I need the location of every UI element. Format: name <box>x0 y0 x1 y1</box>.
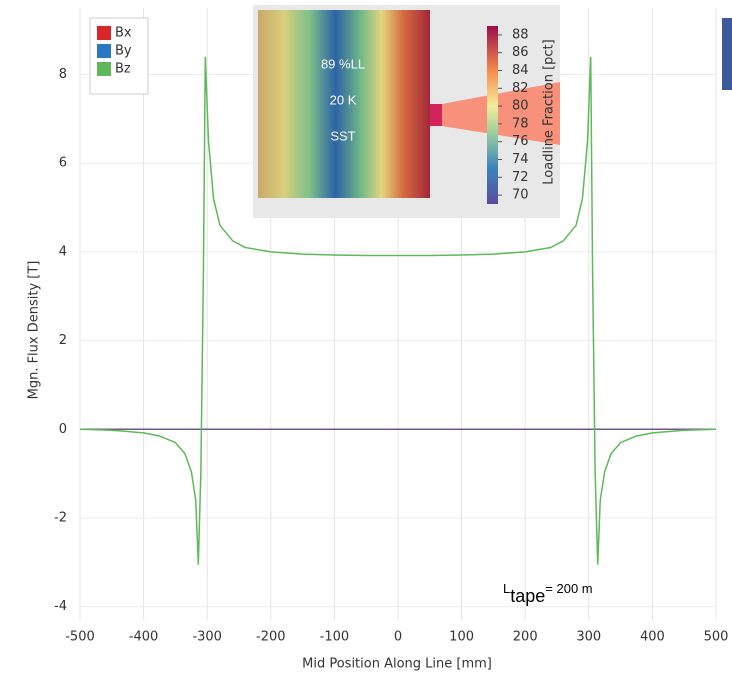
inset-label: 89 %LL <box>321 56 365 71</box>
annotation-part: tape <box>510 586 545 606</box>
x-tick-label: 300 <box>576 630 601 645</box>
annotation-part: L <box>503 581 510 596</box>
y-tick-label: -2 <box>54 511 67 526</box>
y-tick-label: 2 <box>59 333 67 348</box>
inset: 89 %LL 20 K SST 70 72 74 76 78 80 82 84 86 88 Loadlin… <box>253 5 560 218</box>
annotation-part: = 200 m <box>545 581 592 596</box>
colorbar-tick-label: 86 <box>512 45 529 60</box>
y-axis-label: Mgn. Flux Density [T] <box>27 261 42 400</box>
colorbar-tick-label: 82 <box>512 81 529 96</box>
chart: Mid Position Along Line [mm] Mgn. Flux D… <box>0 0 732 679</box>
annotation: Ltape= 200 m <box>503 581 593 605</box>
legend: Bx By Bz <box>90 18 148 94</box>
y-tick-label: -4 <box>54 599 67 614</box>
y-tick-label: 0 <box>59 422 67 437</box>
colorbar <box>487 26 498 204</box>
legend-swatch <box>97 26 111 40</box>
colorbar-tick-label: 80 <box>512 99 529 114</box>
legend-label: Bx <box>115 26 132 41</box>
x-tick-label: -400 <box>129 630 159 645</box>
colorbar-tick-label: 88 <box>512 27 529 42</box>
x-tick-label: -500 <box>65 630 95 645</box>
x-axis-label: Mid Position Along Line [mm] <box>302 657 492 672</box>
x-tick-label: -300 <box>192 630 222 645</box>
x-tick-label: -200 <box>256 630 286 645</box>
colorbar-label: Loadline Fraction [pct] <box>542 39 557 184</box>
x-tick-label: 200 <box>513 630 538 645</box>
y-tick-label: 4 <box>59 244 67 259</box>
y-tick-label: 8 <box>59 67 67 82</box>
x-tick-label: -100 <box>320 630 350 645</box>
colorbar-tick-label: 72 <box>512 170 529 185</box>
inset-label: 20 K <box>330 92 357 107</box>
colorbar-tick-label: 78 <box>512 116 529 131</box>
inset-label: SST <box>330 128 355 143</box>
legend-swatch <box>97 62 111 76</box>
y-tick-label: 6 <box>59 156 67 171</box>
x-tick-label: 0 <box>394 630 402 645</box>
legend-label: Bz <box>115 62 131 77</box>
colorbar-tick-label: 74 <box>512 152 529 167</box>
slice <box>430 104 442 126</box>
x-tick-label: 100 <box>449 630 474 645</box>
x-tick-label: 500 <box>704 630 729 645</box>
legend-label: By <box>115 44 132 59</box>
colorbar-tick-label: 84 <box>512 63 529 78</box>
colorbar-tick-label: 76 <box>512 134 529 149</box>
colorbar-tick-label: 70 <box>512 188 529 203</box>
edge-panel <box>722 18 732 90</box>
x-tick-label: 400 <box>640 630 665 645</box>
legend-swatch <box>97 44 111 58</box>
